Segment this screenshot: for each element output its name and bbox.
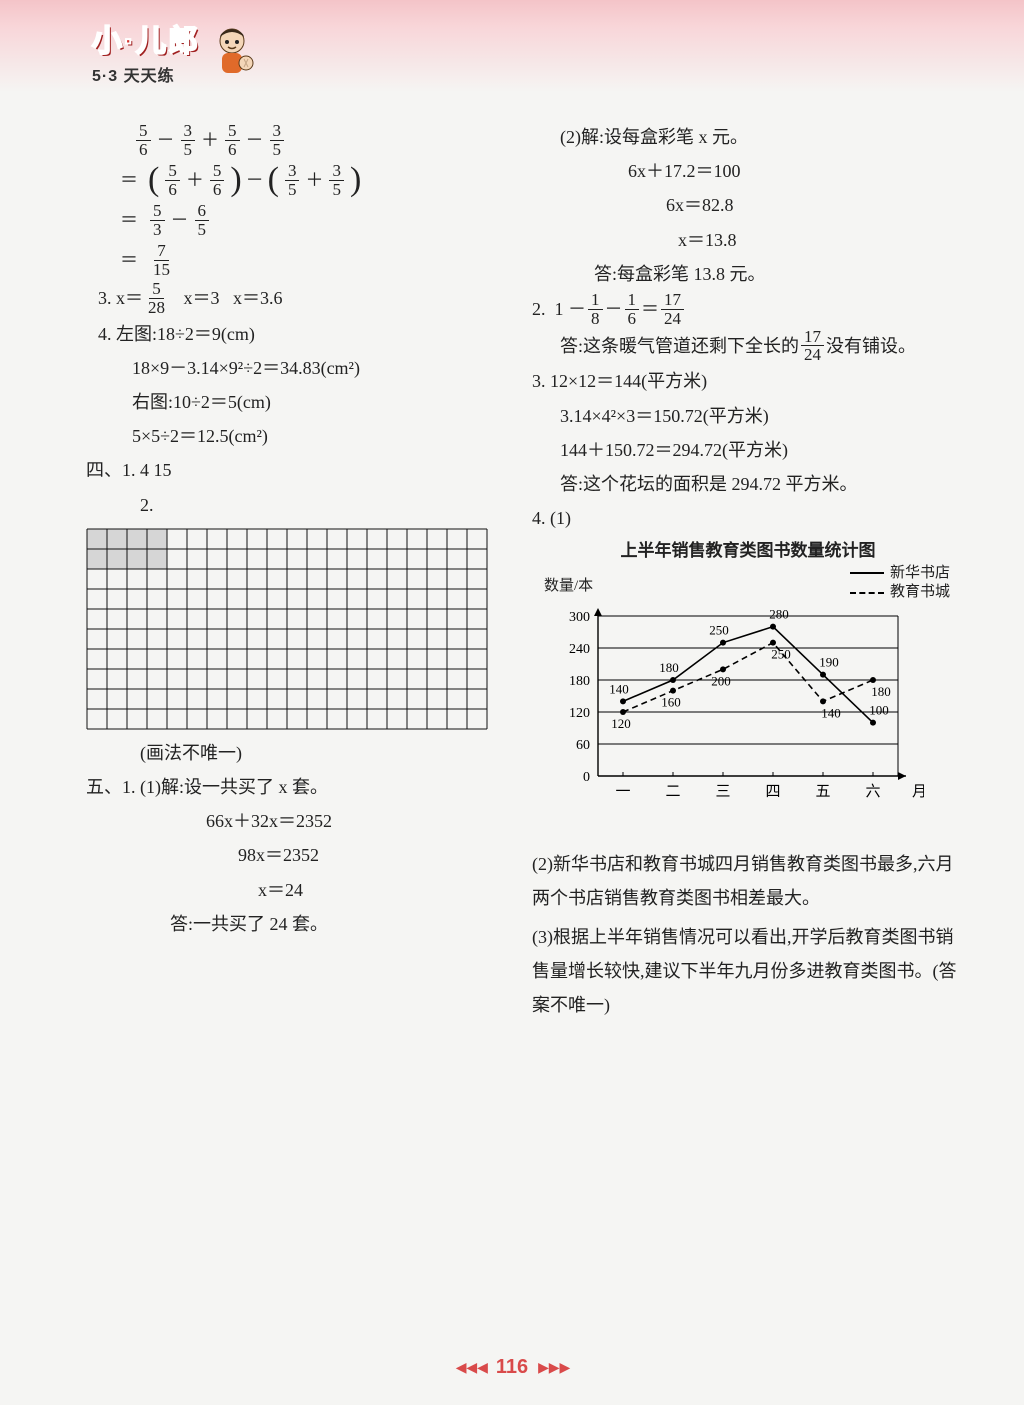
svg-text:60: 60: [576, 738, 590, 753]
r1c: x＝13.8: [532, 223, 964, 257]
q4-b: 18×9－3.14×9²÷2＝34.83(cm²): [86, 351, 498, 385]
svg-text:280: 280: [769, 607, 789, 622]
brand: 小·儿郎 5·3 天天练: [92, 16, 256, 86]
sec5-1d: 答:一共买了 24 套。: [86, 907, 498, 941]
triangle-left-icon: ◀ ◀ ◀: [456, 1359, 486, 1376]
r3d: 答:这个花坛的面积是 294.72 平方米。: [532, 467, 964, 501]
grid-figure: [86, 528, 498, 730]
q3-line: 3. x＝ 528 x＝3 x＝3.6: [86, 280, 498, 317]
svg-text:160: 160: [661, 695, 681, 710]
sec4-1: 四、1. 4 15: [86, 453, 498, 487]
expr-line-2: ＝ ( 56 ＋ 56 ) － ( 35 ＋ 35 ): [86, 160, 498, 200]
page-number: 116: [496, 1356, 528, 1379]
sec5-1b: 98x＝2352: [86, 838, 498, 872]
chart-wrap: 新华书店 教育书城 数量/本 060120180240300一二三四五六月份14…: [544, 572, 964, 842]
legend-a: 新华书店: [890, 564, 950, 584]
grid-caption: (画法不唯一): [86, 736, 498, 770]
r2: 2. 1 － 18 － 16 ＝ 1724: [532, 291, 964, 328]
svg-text:一: 一: [615, 784, 630, 800]
chart-legend: 新华书店 教育书城: [850, 564, 950, 603]
svg-text:120: 120: [569, 706, 590, 721]
svg-text:四: 四: [765, 784, 780, 800]
brand-title: 小·儿郎: [92, 16, 200, 60]
q4-c: 右图:10÷2＝5(cm): [86, 385, 498, 419]
sec5-1c: x＝24: [86, 873, 498, 907]
r4: 4. (1): [532, 501, 964, 535]
svg-text:250: 250: [709, 623, 729, 638]
r3b: 3.14×4²×3＝150.72(平方米): [532, 399, 964, 433]
svg-text:140: 140: [821, 705, 841, 720]
page-body: 56 － 35 ＋ 56 － 35 ＝ ( 56 ＋ 56 ) － ( 35 ＋…: [0, 100, 1024, 1022]
legend-b: 教育书城: [890, 583, 950, 603]
svg-text:180: 180: [659, 660, 679, 675]
left-column: 56 － 35 ＋ 56 － 35 ＝ ( 56 ＋ 56 ) － ( 35 ＋…: [86, 120, 498, 1022]
r2-ans: 答:这条暖气管道还剩下全长的 1724 没有铺设。: [532, 328, 964, 365]
legend-solid-icon: [850, 572, 884, 574]
svg-text:二: 二: [665, 784, 680, 800]
sec5-1a: 66x＋32x＝2352: [86, 804, 498, 838]
r1: (2)解:设每盒彩笔 x 元。: [532, 120, 964, 154]
right-column: (2)解:设每盒彩笔 x 元。 6x＋17.2＝100 6x＝82.8 x＝13…: [532, 120, 964, 1022]
svg-text:月份: 月份: [912, 783, 924, 800]
svg-text:300: 300: [569, 610, 590, 625]
expr-line-1: 56 － 35 ＋ 56 － 35: [86, 120, 498, 160]
s2: (2)新华书店和教育书城四月销售教育类图书最多,六月两个书店销售教育类图书相差最…: [532, 847, 964, 915]
svg-text:190: 190: [819, 655, 839, 670]
line-chart: 0 60 120 180 240 300 一 二 三 四 五 六 月份 140 180 250 280 190 10…: [544, 602, 924, 830]
brand-sub: 5·3 天天练: [92, 62, 200, 86]
svg-text:180: 180: [871, 684, 891, 699]
svg-text:180: 180: [569, 674, 590, 689]
svg-text:五: 五: [815, 784, 830, 800]
svg-text:240: 240: [569, 642, 590, 657]
triangle-right-icon: ▶ ▶ ▶: [538, 1359, 568, 1376]
mascot-icon: [208, 25, 256, 77]
r1a: 6x＋17.2＝100: [532, 154, 964, 188]
footer: ◀ ◀ ◀ 116 ▶ ▶ ▶: [0, 1356, 1024, 1379]
q4-d: 5×5÷2＝12.5(cm²): [86, 419, 498, 453]
grid-svg: [86, 528, 488, 730]
expr-line-4: ＝ 715: [86, 240, 498, 280]
sec5-1: 五、1. (1)解:设一共买了 x 套。: [86, 770, 498, 804]
r1b: 6x＝82.8: [532, 188, 964, 222]
expr-line-3: ＝ 53 － 65: [86, 200, 498, 240]
q4-a: 4. 左图:18÷2＝9(cm): [86, 317, 498, 351]
r1d: 答:每盒彩笔 13.8 元。: [532, 257, 964, 291]
svg-text:140: 140: [609, 681, 629, 696]
s3: (3)根据上半年销售情况可以看出,开学后教育类图书销售量增长较快,建议下半年九月…: [532, 920, 964, 1023]
svg-text:200: 200: [711, 673, 731, 688]
legend-dash-icon: [850, 592, 884, 594]
svg-text:250: 250: [771, 647, 791, 662]
sec4-2: 2.: [86, 488, 498, 522]
header-strip: 小·儿郎 5·3 天天练: [0, 0, 1024, 92]
svg-text:100: 100: [869, 703, 889, 718]
svg-text:120: 120: [611, 716, 631, 731]
svg-text:三: 三: [715, 784, 730, 800]
r3c: 144＋150.72＝294.72(平方米): [532, 433, 964, 467]
r3a: 3. 12×12＝144(平方米): [532, 364, 964, 398]
svg-text:六: 六: [865, 783, 880, 800]
svg-text:0: 0: [583, 770, 590, 785]
